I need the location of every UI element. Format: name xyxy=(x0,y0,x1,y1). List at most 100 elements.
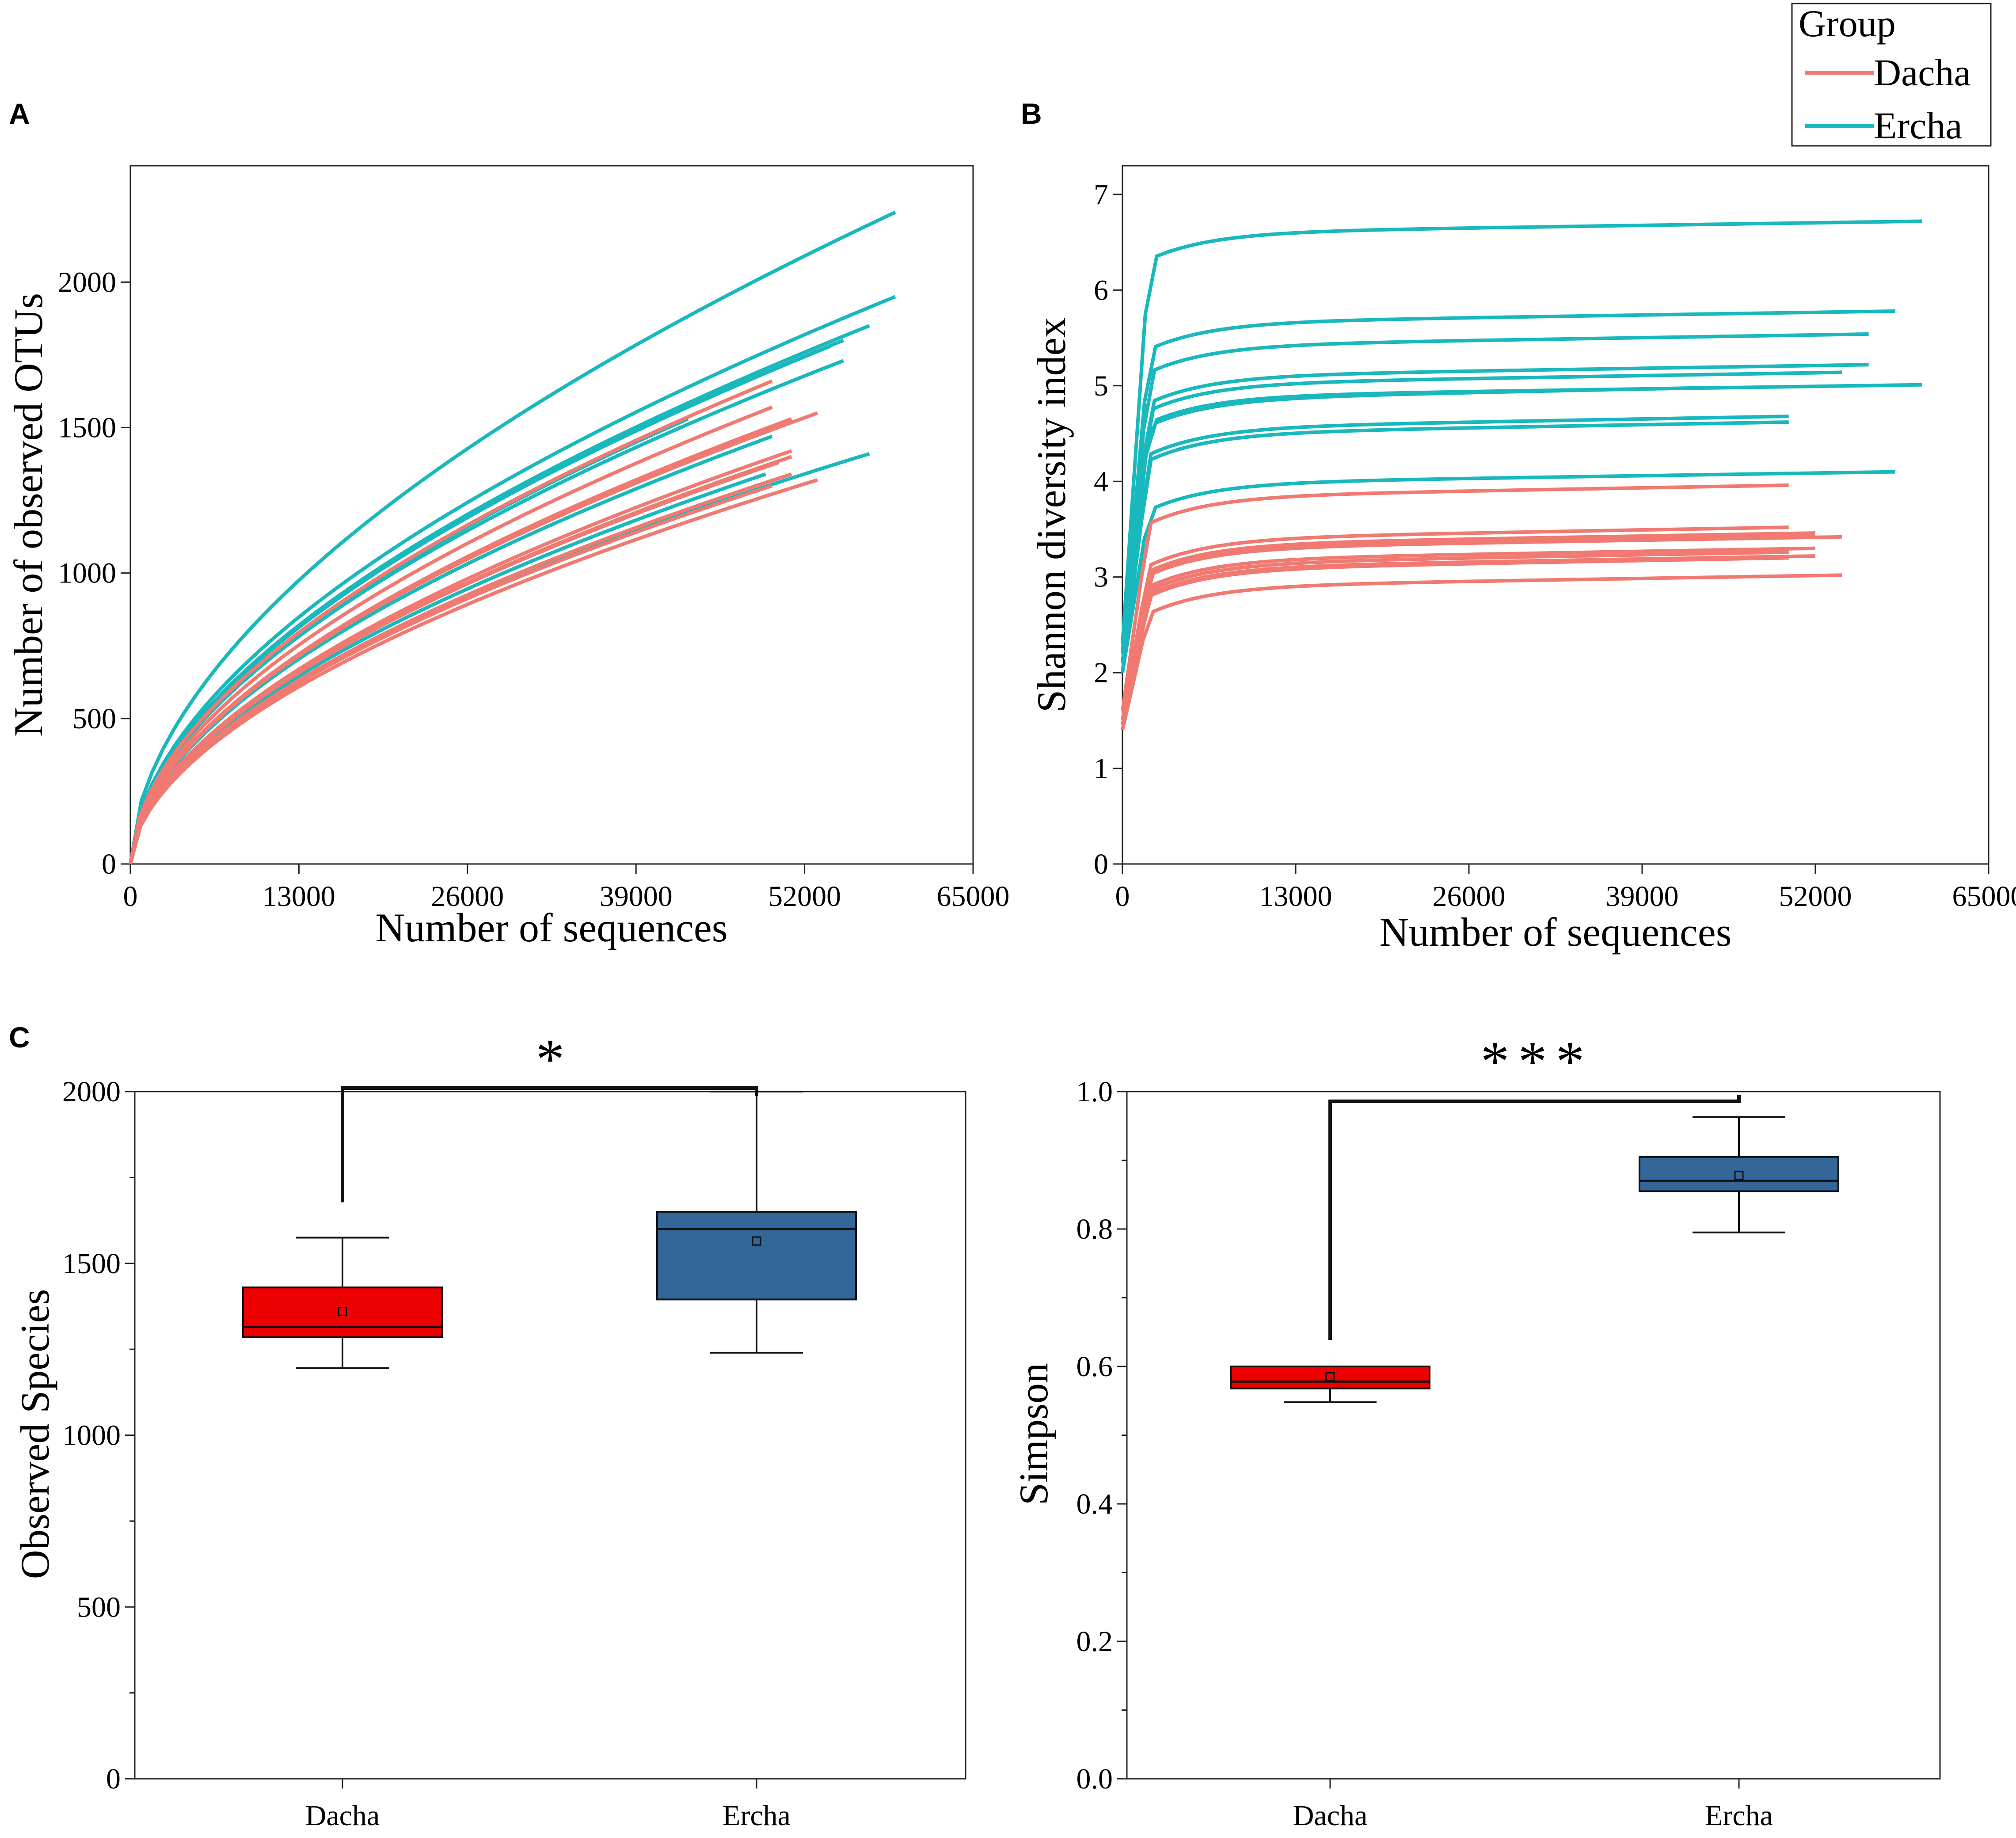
panel-b-ytick-label: 1 xyxy=(1094,753,1108,785)
panel-c1-ercha-box xyxy=(656,1211,857,1301)
panel-a-ytick-label: 1000 xyxy=(58,557,116,590)
panel-c2-ercha-mean xyxy=(1734,1171,1744,1180)
panel-c2-significance-bracket xyxy=(1328,1095,1741,1340)
panel-b-series-dacha-15 xyxy=(1121,546,1816,726)
panel-b-ytick-label: 6 xyxy=(1094,274,1108,306)
panel-b-series-dacha-19 xyxy=(1121,573,1842,731)
panel-c1-ercha-mean xyxy=(752,1236,761,1246)
panel-a-xtick-label: 39000 xyxy=(600,880,673,913)
panel-b-ytick-label: 3 xyxy=(1094,561,1108,594)
panel-c2-significance-label: *** xyxy=(1481,1030,1594,1093)
panel-b-rarefaction-shannon: 0 13000 26000 39000 52000 65000 0 1 2 3 4 5 6 7 Numbe… xyxy=(1029,165,2016,955)
panel-b-ylabel: Shannon diversity index xyxy=(1029,317,1074,712)
panel-a-xtick-label: 52000 xyxy=(768,880,841,913)
panel-c1-ytick-label: 1000 xyxy=(62,1419,121,1452)
panel-c1-frame xyxy=(134,1091,966,1780)
panel-c1-significance-label: * xyxy=(536,1027,565,1091)
panel-b-series-ercha-1 xyxy=(1121,309,1895,654)
panel-a-xlabel: Number of sequences xyxy=(375,905,727,950)
panel-c1-significance-bracket xyxy=(341,1086,758,1203)
panel-a-series-dacha-10 xyxy=(129,379,773,864)
panel-a-series-ercha-4 xyxy=(129,344,831,864)
panel-b-xlabel: Number of sequences xyxy=(1379,909,1731,955)
panel-a-series-dacha-13 xyxy=(129,417,792,864)
panel-b-series-ercha-4 xyxy=(1121,370,1842,663)
panel-c2-ytick-label: 0.4 xyxy=(1076,1488,1113,1520)
panel-b-series-ercha-8 xyxy=(1121,420,1789,673)
panel-c2-frame xyxy=(1126,1091,1941,1780)
panel-c2-ylabel: Simpson xyxy=(1011,1363,1056,1505)
panel-c1-dacha-xtick-label: Dacha xyxy=(305,1800,380,1832)
panel-c1-ytick-label: 500 xyxy=(77,1591,121,1623)
panel-c2-dacha-mean xyxy=(1325,1372,1335,1381)
panel-b-xtick-label: 39000 xyxy=(1606,880,1679,913)
panel-b-ytick-label: 7 xyxy=(1094,179,1108,211)
panel-c1-ercha-xtick-label: Ercha xyxy=(723,1800,791,1832)
panel-b-series-ercha-0 xyxy=(1121,219,1922,644)
legend: Group Dacha Ercha xyxy=(1791,2,1992,147)
panel-b-series-dacha-12 xyxy=(1121,531,1816,721)
panel-c2-ercha-box xyxy=(1639,1156,1839,1192)
panel-b-series-dacha-18 xyxy=(1121,556,1789,731)
panel-c1-dacha-mean xyxy=(338,1307,347,1317)
panel-b-frame xyxy=(1122,165,1989,865)
panel-b-xtick-label: 65000 xyxy=(1952,880,2016,913)
panel-b-series-ercha-9 xyxy=(1121,470,1895,673)
panel-b-ytick-label: 4 xyxy=(1094,465,1108,498)
panel-a-ytick-label: 0 xyxy=(102,848,116,880)
panel-c2-ytick-label: 0.6 xyxy=(1076,1351,1113,1383)
panel-a-ytick-label: 500 xyxy=(72,703,116,735)
panel-c1-ytick-label: 0 xyxy=(106,1763,121,1795)
panel-b-series-dacha-10 xyxy=(1121,483,1789,712)
panel-label-c: C xyxy=(9,1021,30,1054)
panel-a-xtick-label: 26000 xyxy=(431,880,504,913)
legend-label-ercha: Ercha xyxy=(1874,104,1963,147)
panel-c2-dacha-box xyxy=(1230,1366,1430,1389)
panel-a-xtick-label: 13000 xyxy=(262,880,335,913)
panel-a-series-ercha-1 xyxy=(129,295,896,864)
panel-c1-ytick-label: 1500 xyxy=(62,1248,121,1280)
panel-a-rarefaction-otus: 0 13000 26000 39000 52000 65000 0 500 1000 1500 20… xyxy=(6,165,1010,950)
panel-a-series-ercha-0 xyxy=(129,210,896,864)
panel-a-series-dacha-19 xyxy=(129,484,773,864)
panel-b-xtick-label: 26000 xyxy=(1433,880,1506,913)
panel-b-xtick-label: 13000 xyxy=(1259,880,1332,913)
panel-a-series-ercha-3 xyxy=(129,339,844,864)
legend-label-dacha: Dacha xyxy=(1874,51,1971,94)
panel-a-series-dacha-18 xyxy=(129,478,818,865)
panel-c2-ytick-label: 1.0 xyxy=(1076,1076,1113,1108)
panel-a-series-dacha-11 xyxy=(129,405,773,864)
panel-c2-ytick-label: 0.0 xyxy=(1076,1763,1113,1795)
panel-c-simpson: 0.0 0.2 0.4 0.6 0.8 1.0 Dacha Ercha *** Simpson xyxy=(1011,1030,1941,1832)
panel-b-series-ercha-7 xyxy=(1121,415,1789,673)
panel-b-xtick-label: 52000 xyxy=(1779,880,1852,913)
panel-a-series-ercha-5 xyxy=(129,359,844,864)
panel-a-xtick-label: 0 xyxy=(123,880,138,913)
panel-c2-dacha-xtick-label: Dacha xyxy=(1293,1800,1368,1832)
panel-b-series-ercha-6 xyxy=(1121,386,1709,673)
panel-b-series-dacha-16 xyxy=(1121,550,1789,726)
panel-label-a: A xyxy=(9,97,30,130)
panel-b-series-dacha-11 xyxy=(1121,525,1789,721)
panel-a-series-dacha-12 xyxy=(129,411,818,864)
panel-a-xtick-label: 65000 xyxy=(937,880,1010,913)
panel-a-ytick-label: 2000 xyxy=(58,266,116,298)
panel-b-ytick-label: 0 xyxy=(1094,848,1108,880)
panel-a-frame xyxy=(129,165,974,865)
panel-b-series-ercha-3 xyxy=(1121,363,1869,663)
panel-a-series-ercha-6 xyxy=(129,434,773,864)
panel-a-series-ercha-8 xyxy=(129,472,766,864)
panel-c-observed-species: 0 500 1000 1500 2000 Dacha Ercha * Observed Sp… xyxy=(12,1027,966,1832)
panel-a-ylabel: Number of observed OTUs xyxy=(6,293,51,737)
panel-a-series-dacha-16 xyxy=(129,460,780,864)
panel-label-b: B xyxy=(1021,97,1042,130)
legend-title: Group xyxy=(1799,2,1896,45)
panel-b-series-dacha-14 xyxy=(1121,535,1842,721)
panel-c1-ylabel: Observed Species xyxy=(12,1289,57,1579)
panel-b-xtick-label: 0 xyxy=(1115,880,1130,913)
panel-c2-ytick-label: 0.2 xyxy=(1076,1625,1113,1658)
panel-a-ytick-label: 1500 xyxy=(58,412,116,444)
panel-a-series-ercha-2 xyxy=(129,324,870,864)
panel-b-ytick-label: 2 xyxy=(1094,657,1108,689)
